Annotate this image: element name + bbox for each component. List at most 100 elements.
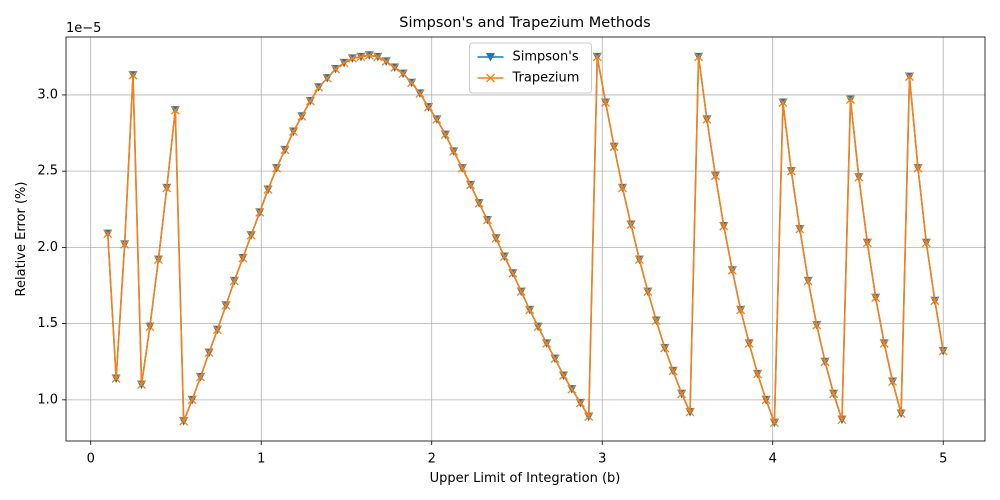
marker bbox=[905, 72, 914, 82]
marker bbox=[415, 88, 425, 98]
marker bbox=[246, 230, 256, 240]
marker bbox=[778, 98, 788, 108]
marker bbox=[486, 53, 495, 62]
marker bbox=[390, 63, 400, 72]
marker bbox=[466, 180, 476, 190]
series-line bbox=[107, 54, 944, 423]
marker bbox=[921, 238, 931, 248]
marker bbox=[398, 69, 408, 79]
marker bbox=[888, 377, 898, 387]
marker bbox=[677, 389, 687, 399]
x-tick-label: 2 bbox=[428, 452, 436, 467]
marker bbox=[694, 52, 704, 62]
marker bbox=[280, 145, 290, 155]
marker bbox=[212, 325, 222, 335]
marker bbox=[710, 171, 720, 181]
marker bbox=[373, 52, 383, 62]
marker bbox=[550, 354, 560, 364]
marker bbox=[727, 265, 737, 275]
marker bbox=[255, 207, 265, 217]
marker bbox=[381, 56, 391, 66]
marker bbox=[322, 73, 332, 83]
marker bbox=[331, 64, 341, 74]
marker bbox=[305, 96, 315, 106]
legend: Simpson's Trapezium bbox=[469, 42, 592, 94]
marker bbox=[272, 163, 282, 173]
marker bbox=[449, 146, 459, 156]
legend-box bbox=[469, 42, 592, 94]
series-line bbox=[107, 54, 944, 423]
x-tick-label: 3 bbox=[598, 452, 606, 467]
marker bbox=[744, 338, 754, 348]
marker bbox=[601, 98, 611, 108]
marker bbox=[229, 276, 239, 286]
marker bbox=[128, 70, 138, 80]
legend-label: Simpson's bbox=[513, 50, 579, 65]
marker bbox=[508, 268, 518, 278]
marker bbox=[314, 82, 324, 92]
marker bbox=[516, 287, 526, 297]
x-tick-label: 0 bbox=[87, 452, 95, 467]
x-tick-label: 1 bbox=[257, 452, 265, 467]
marker bbox=[846, 95, 855, 104]
marker bbox=[103, 229, 113, 239]
marker bbox=[221, 300, 231, 310]
chart-title: Simpson's and Trapezium Methods bbox=[399, 15, 650, 31]
y-offset-label: 1e−5 bbox=[66, 21, 101, 36]
marker bbox=[162, 183, 172, 193]
marker bbox=[137, 380, 146, 390]
marker bbox=[288, 127, 298, 136]
marker bbox=[930, 296, 940, 306]
marker bbox=[486, 73, 495, 83]
marker bbox=[786, 166, 796, 176]
y-tick-label: 2.0 bbox=[37, 240, 58, 255]
marker bbox=[483, 215, 492, 225]
y-tick-label: 1.5 bbox=[37, 316, 58, 331]
marker bbox=[111, 374, 121, 383]
marker bbox=[854, 172, 864, 182]
marker bbox=[812, 320, 822, 330]
marker bbox=[795, 224, 805, 234]
marker bbox=[803, 276, 813, 286]
marker bbox=[618, 183, 627, 193]
marker bbox=[263, 184, 273, 194]
marker bbox=[829, 389, 839, 399]
marker bbox=[356, 52, 366, 62]
marker bbox=[145, 322, 155, 332]
marker bbox=[499, 252, 509, 261]
marker bbox=[347, 53, 357, 63]
marker bbox=[179, 416, 189, 426]
marker bbox=[913, 163, 923, 173]
marker bbox=[120, 239, 130, 249]
marker bbox=[297, 111, 307, 121]
marker bbox=[584, 412, 594, 422]
marker bbox=[153, 255, 163, 265]
marker bbox=[643, 287, 653, 297]
marker bbox=[871, 293, 881, 303]
marker bbox=[204, 348, 214, 358]
marker bbox=[170, 105, 180, 115]
marker bbox=[567, 384, 577, 394]
marker bbox=[702, 114, 712, 124]
y-axis-label: Relative Error (%) bbox=[14, 182, 29, 297]
y-tick-label: 2.5 bbox=[37, 164, 58, 179]
marker bbox=[525, 305, 535, 315]
marker bbox=[440, 130, 450, 140]
marker bbox=[491, 233, 501, 243]
y-tick-label: 3.0 bbox=[37, 87, 58, 102]
marker bbox=[609, 142, 619, 152]
y-tick-label: 1.0 bbox=[37, 392, 58, 407]
marker bbox=[432, 114, 442, 124]
marker bbox=[187, 395, 197, 405]
x-tick-label: 5 bbox=[939, 452, 947, 467]
marker bbox=[820, 357, 830, 367]
marker bbox=[634, 255, 644, 265]
marker bbox=[660, 343, 670, 353]
marker bbox=[424, 102, 433, 112]
marker bbox=[364, 50, 374, 60]
legend-label: Trapezium bbox=[512, 71, 580, 86]
marker bbox=[761, 395, 771, 405]
marker bbox=[457, 163, 467, 173]
x-axis-label: Upper Limit of Integration (b) bbox=[430, 471, 621, 486]
marker bbox=[753, 369, 763, 379]
